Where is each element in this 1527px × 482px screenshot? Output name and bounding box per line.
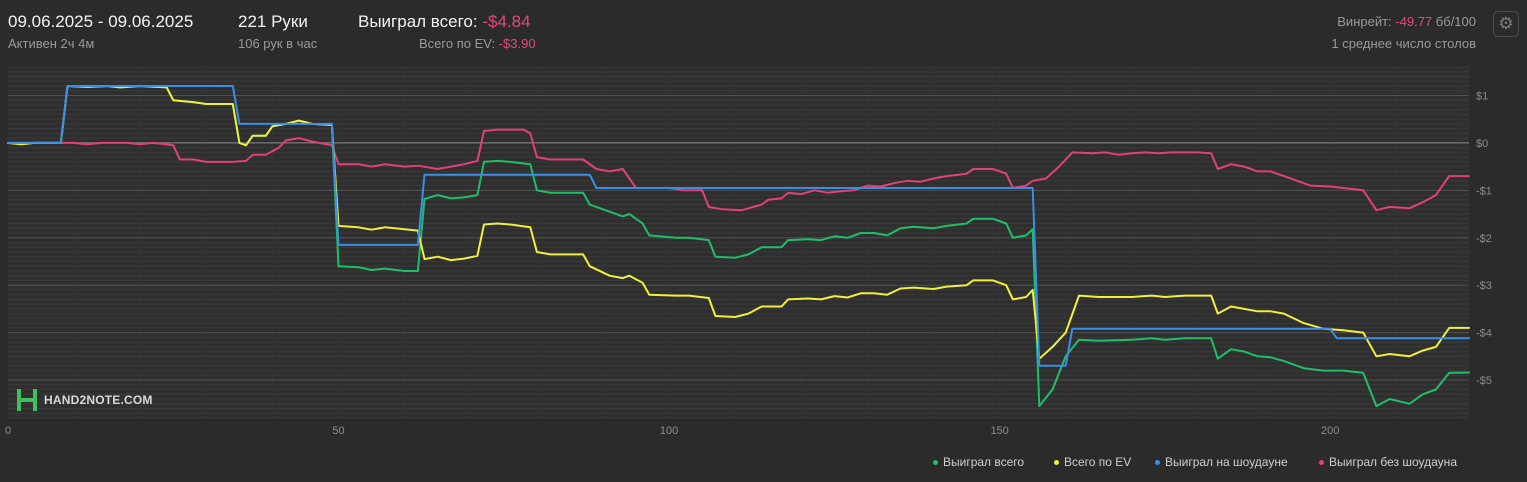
logo-text: HAND2NOTE.COM [44,393,153,407]
winrate: Винрейт: -49.77 бб/100 [1337,14,1476,29]
y-tick-label: -$2 [1476,233,1492,245]
won-total-value: -$4.84 [482,12,531,31]
x-tick-label: 150 [990,425,1008,437]
series-line-1 [7,85,1470,360]
x-tick-label: 200 [1321,425,1339,437]
ev-total: Всего по EV: -$3.90 [419,36,536,51]
series-lines [7,85,1470,408]
legend-label: Выиграл без шоудауна [1329,455,1457,469]
y-tick-label: -$1 [1476,185,1492,197]
hand2note-logo: HAND2NOTE.COM [16,388,153,412]
legend-item[interactable]: Выиграл всего [933,455,1024,469]
legend-dot-icon [1319,460,1324,466]
legend-dot-icon [1155,460,1160,466]
hands-per-hour: 106 рук в час [238,36,318,51]
hand2note-logo-icon [17,389,37,411]
y-tick-label: -$4 [1476,328,1492,340]
legend-dot-icon [933,460,938,466]
winrate-label: Винрейт: [1337,14,1392,29]
gear-icon: ⚙ [1498,14,1514,33]
legend-label: Всего по EV [1064,455,1132,469]
settings-button[interactable]: ⚙ [1493,11,1519,37]
series-line-2 [7,85,1470,367]
won-total-label: Выиграл всего: [358,12,478,31]
legend-label: Выиграл всего [943,455,1025,469]
won-total: Выиграл всего: -$4.84 [358,12,531,32]
avg-tables: 1 среднее число столов [1331,36,1476,51]
legend-item[interactable]: Выиграл на шоудауне [1155,455,1288,469]
hands-count: 221 Руки [238,12,308,31]
x-tick-label: 0 [5,425,11,437]
legend-dot-icon [1054,460,1059,466]
legend-item[interactable]: Всего по EV [1054,455,1131,469]
y-tick-label: $0 [1476,138,1488,150]
date-range: 09.06.2025 - 09.06.2025 [8,12,194,31]
ev-total-label: Всего по EV: [419,36,496,51]
y-tick-label: -$5 [1476,375,1492,387]
y-tick-label: -$3 [1476,280,1492,292]
y-tick-label: $1 [1476,90,1488,102]
winrate-value: -49.77 [1395,14,1433,29]
winrate-unit: бб/100 [1435,14,1476,29]
active-time: Активен 2ч 4м [8,36,95,51]
legend-label: Выиграл на шоудауне [1165,455,1288,469]
grid [8,66,1469,419]
series-line-3 [7,128,1470,212]
x-tick-label: 50 [332,425,344,437]
legend-item[interactable]: Выиграл без шоудауна [1319,455,1457,469]
axis-ticks: $1 $0 -$1 -$2 -$3 -$4 -$5 0 50 100 150 200 [5,90,1492,437]
ev-total-value: -$3.90 [498,36,536,51]
x-tick-label: 100 [660,425,678,437]
